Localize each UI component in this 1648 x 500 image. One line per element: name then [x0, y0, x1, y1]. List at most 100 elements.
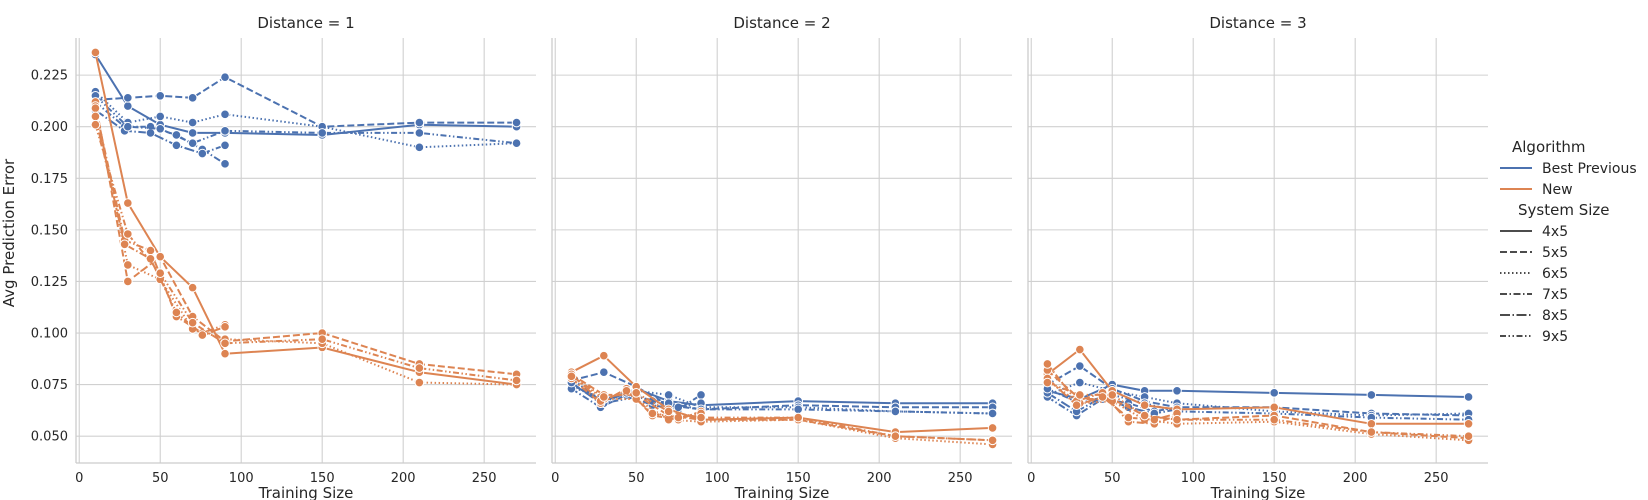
data-point: [621, 385, 632, 396]
data-point: [123, 101, 133, 111]
data-point: [511, 138, 522, 149]
data-point: [145, 253, 156, 264]
x-tick-label: 0: [551, 471, 559, 486]
data-point: [599, 350, 609, 361]
legend-label: 7x5: [1542, 287, 1568, 303]
data-point: [197, 330, 208, 340]
data-point: [1269, 388, 1279, 398]
series-line: [94, 53, 517, 136]
data-point: [1075, 344, 1085, 355]
data-point: [119, 239, 130, 250]
y-tick-label: 0.075: [31, 378, 68, 393]
x-tick-label: 150: [786, 471, 811, 486]
data-point: [1463, 392, 1474, 402]
data-point: [1463, 419, 1474, 429]
data-point: [90, 111, 101, 122]
x-tick-label: 250: [1424, 471, 1449, 486]
x-tick-label: 0: [75, 471, 83, 486]
legend-label: 8x5: [1542, 308, 1568, 324]
series-line: [571, 385, 993, 415]
data-point: [155, 111, 166, 122]
data-point: [1075, 361, 1085, 371]
series-new-8x5: [566, 369, 706, 423]
data-point: [187, 117, 198, 128]
x-tick-label: 50: [152, 471, 169, 486]
series-line: [570, 375, 993, 442]
series-new-9x5: [90, 119, 522, 386]
series-line: [1047, 381, 1469, 438]
y-tick-label: 0.150: [31, 223, 68, 238]
data-point: [414, 117, 425, 128]
series-line: [1046, 379, 1469, 442]
data-point: [90, 47, 101, 58]
series-line: [570, 377, 993, 415]
x-axis-label: Training Size: [1210, 484, 1306, 500]
series-new-9x5: [566, 371, 998, 446]
data-point: [155, 90, 166, 101]
legend-hue-title: Algorithm: [1512, 138, 1585, 156]
series-line: [94, 52, 517, 386]
data-point: [220, 338, 230, 349]
series-line: [1046, 365, 1469, 417]
data-point: [1463, 431, 1474, 441]
data-point: [793, 412, 803, 423]
y-tick-label: 0.200: [31, 120, 68, 135]
data-point: [123, 276, 133, 287]
series-line: [94, 101, 517, 376]
data-point: [123, 121, 133, 132]
x-tick-label: 100: [1181, 471, 1206, 486]
data-point: [155, 268, 166, 278]
y-tick-label: 0.100: [31, 327, 68, 342]
data-point: [187, 128, 198, 138]
x-tick-label: 200: [1343, 471, 1368, 486]
data-point: [1366, 419, 1377, 429]
panel-title: Distance = 3: [1209, 14, 1306, 32]
legend-entry: 9x5: [1500, 329, 1568, 345]
data-point: [663, 390, 674, 400]
series-line: [571, 371, 993, 411]
panel-3: Distance = 3 0 50 100 150 200 250 Training Size: [1027, 14, 1488, 500]
series-new-5x5: [90, 97, 522, 380]
legend-label: Best Previous: [1542, 161, 1637, 177]
data-point: [1123, 412, 1134, 423]
data-point: [1269, 402, 1279, 413]
data-point: [187, 317, 198, 328]
data-point: [566, 371, 577, 382]
x-axis-label: Training Size: [734, 484, 830, 500]
data-point: [123, 198, 133, 208]
legend-style-title: System Size: [1518, 201, 1610, 219]
x-tick-label: 250: [472, 471, 497, 486]
data-point: [663, 406, 674, 417]
data-point: [220, 72, 230, 82]
legend-entry: 6x5: [1500, 266, 1568, 282]
data-point: [220, 348, 230, 359]
legend-entry: 7x5: [1500, 287, 1568, 303]
series-line: [1047, 383, 1469, 400]
data-point: [123, 93, 133, 103]
data-point: [145, 128, 156, 138]
legend-label: 5x5: [1542, 245, 1568, 261]
legend-entry: 4x5: [1500, 224, 1568, 240]
x-tick-label: 50: [628, 471, 645, 486]
data-point: [414, 363, 425, 373]
x-tick-label: 100: [229, 471, 254, 486]
legend-entry: 5x5: [1500, 245, 1568, 261]
data-point: [1366, 427, 1377, 437]
y-tick-label: 0.125: [31, 275, 68, 290]
data-point: [187, 93, 198, 103]
panel-2: Distance = 2 0 50 100 150 200 250 Training Size: [551, 14, 1012, 500]
data-point: [220, 322, 230, 332]
series-new-8x5: [90, 111, 230, 340]
data-point: [793, 404, 803, 415]
legend-entry: New: [1500, 182, 1573, 198]
data-point: [187, 138, 198, 149]
panel-title: Distance = 1: [257, 14, 354, 32]
series-line: [94, 90, 517, 149]
series-line: [1047, 381, 1469, 417]
series-line: [94, 95, 517, 145]
x-tick-label: 250: [948, 471, 973, 486]
x-tick-label: 200: [391, 471, 416, 486]
data-point: [187, 282, 198, 293]
legend-label: 4x5: [1542, 224, 1568, 240]
